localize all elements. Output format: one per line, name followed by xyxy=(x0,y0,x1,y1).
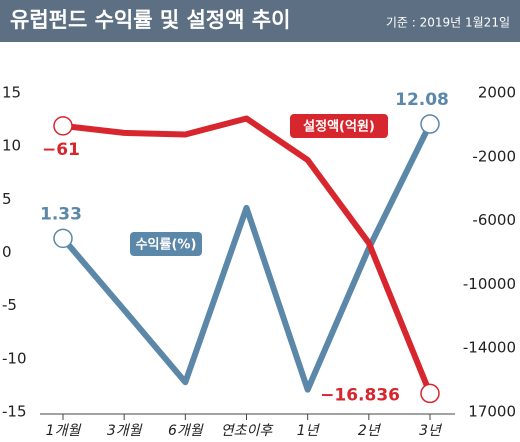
x-tick-label: 연초이후 xyxy=(221,423,275,439)
value-label: −61 xyxy=(42,140,80,160)
x-tick-label: 6개월 xyxy=(168,423,204,439)
value-label: −16.836 xyxy=(320,385,400,405)
end-marker xyxy=(53,116,73,136)
x-tick-label: 2년 xyxy=(358,423,381,439)
chart-title: 유럽펀드 수익률 및 설정액 추이 xyxy=(10,8,290,32)
x-tick-label: 3개월 xyxy=(107,423,143,439)
y-tick-label: 5 xyxy=(2,190,12,208)
y-tick-label: -15 xyxy=(2,403,27,421)
y-tick-label: -5 xyxy=(2,296,17,314)
y2-tick-label: -2000 xyxy=(472,147,516,165)
y2-tick-label: -10000 xyxy=(463,275,516,293)
y2-tick-label: 17000 xyxy=(468,403,516,421)
value-label: 1.33 xyxy=(40,204,82,224)
y2-tick-label: -14000 xyxy=(463,339,516,357)
chart-subtitle: 기준 : 2019년 1월21일 xyxy=(386,16,510,30)
y2-tick-label: -6000 xyxy=(472,211,516,229)
y-tick-label: 10 xyxy=(2,137,21,155)
legend-box xyxy=(130,232,202,256)
x-tick-label: 1개월 xyxy=(46,423,82,439)
legend-box xyxy=(290,114,388,138)
y-tick-label: 0 xyxy=(2,243,12,261)
y-tick-label: 15 xyxy=(2,84,21,102)
y-tick-label: -10 xyxy=(2,349,27,367)
legend-label: 수익률(%) xyxy=(136,237,197,253)
end-marker xyxy=(53,228,73,249)
header-band xyxy=(0,0,520,42)
x-tick-label: 3년 xyxy=(419,423,442,439)
series-line xyxy=(62,115,433,395)
end-marker xyxy=(420,114,440,134)
value-label: 12.08 xyxy=(395,90,449,110)
legend-label: 설정액(억원) xyxy=(303,119,375,135)
y2-tick-label: 2000 xyxy=(478,84,516,102)
x-tick-label: 1년 xyxy=(297,423,320,439)
end-marker xyxy=(420,383,440,404)
